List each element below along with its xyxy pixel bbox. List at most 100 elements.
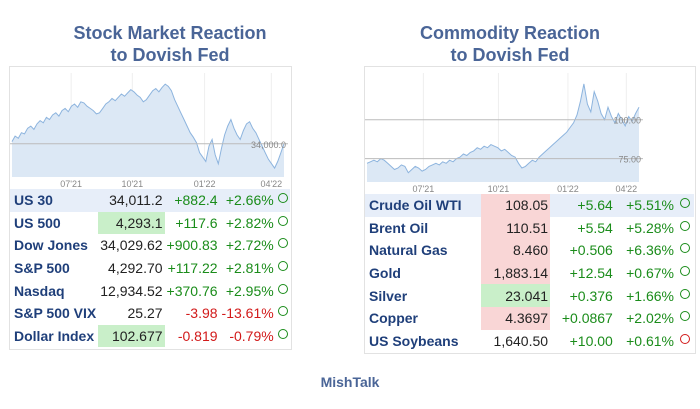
right-panel-frame <box>364 66 696 354</box>
left-title-line1: Stock Market Reaction <box>73 23 267 43</box>
quote-change: +0.0867 <box>561 310 613 327</box>
right-commodity-chart: 100.00 75.00 07'21 10'21 01'22 04'22 <box>365 73 643 194</box>
quote-change: +10.00 <box>569 332 613 349</box>
quote-name[interactable]: Silver <box>369 287 408 304</box>
quote-name[interactable]: Crude Oil WTI <box>369 197 462 214</box>
quote-last: 8.460 <box>481 239 551 262</box>
table-row-copper[interactable]: Copper 4.3697 +0.0867 +2.02% <box>365 306 694 330</box>
quote-name[interactable]: Nasdaq <box>14 282 65 299</box>
quote-name[interactable]: US 500 <box>14 214 61 231</box>
quote-percent: +0.61% <box>626 332 674 349</box>
table-row-crude-oil-wti[interactable]: Crude Oil WTI 108.05 +5.64 +5.51% <box>365 194 694 217</box>
quote-percent: +2.66% <box>225 192 274 209</box>
quote-change: +117.22 <box>167 260 218 277</box>
quote-percent: +2.02% <box>626 310 674 327</box>
clock-icon <box>676 307 694 330</box>
quote-change: +5.64 <box>577 197 613 214</box>
quote-change: +0.506 <box>569 242 613 259</box>
quote-name[interactable]: US 30 <box>14 192 53 209</box>
quote-last: 4,293.1 <box>98 211 165 235</box>
table-row-us-500[interactable]: US 500 4,293.1 +117.6 +2.82% <box>10 211 290 235</box>
quote-last: 1,640.50 <box>493 332 549 349</box>
quote-last: 1,883.14 <box>481 261 551 285</box>
quote-name[interactable]: US Soybeans <box>369 332 459 349</box>
series-area <box>12 84 284 177</box>
x-tick-label: 07'21 <box>60 179 82 189</box>
table-row-brent-oil[interactable]: Brent Oil 110.51 +5.54 +5.28% <box>365 216 694 240</box>
quote-name[interactable]: Dollar Index <box>14 327 95 344</box>
quote-name[interactable]: Copper <box>369 310 418 327</box>
left-quotes-table: US 30 34,011.2 +882.4 +2.66% US 500 4,29… <box>10 189 290 348</box>
quote-last: 108.05 <box>481 194 551 217</box>
quote-name[interactable]: S&P 500 <box>14 260 70 277</box>
clock-icon <box>676 262 694 285</box>
table-row-nasdaq[interactable]: Nasdaq 12,934.52 +370.76 +2.95% <box>10 279 290 302</box>
quote-last: 25.27 <box>127 305 163 322</box>
right-title-line2: to Dovish Fed <box>450 45 570 65</box>
x-tick-label: 07'21 <box>413 184 435 194</box>
clock-icon <box>276 279 290 302</box>
x-tick-label: 01'22 <box>557 184 579 194</box>
clock-icon <box>276 189 290 212</box>
y-tick-label: 34,000.0 <box>251 140 286 150</box>
quote-percent: +2.82% <box>225 214 274 231</box>
left-panel-frame <box>9 66 292 350</box>
table-row-gold[interactable]: Gold 1,883.14 +12.54 +0.67% <box>365 261 694 285</box>
quote-change: -3.98 <box>185 305 218 322</box>
quote-change: +900.83 <box>166 237 218 254</box>
clock-icon <box>276 302 290 325</box>
table-row-natural-gas[interactable]: Natural Gas 8.460 +0.506 +6.36% <box>365 239 694 262</box>
left-panel-title: Stock Market Reaction to Dovish Fed <box>40 22 300 66</box>
clock-icon <box>676 194 694 217</box>
quote-change: +12.54 <box>569 265 613 282</box>
quote-last: 102.677 <box>98 324 165 348</box>
clock-icon <box>276 325 290 348</box>
x-tick-label: 04'22 <box>260 179 282 189</box>
quote-percent: +1.66% <box>626 287 674 304</box>
table-row-sp-500[interactable]: S&P 500 4,292.70 +117.22 +2.81% <box>10 257 290 280</box>
x-tick-label: 01'22 <box>194 179 216 189</box>
quote-change: +117.6 <box>175 214 218 231</box>
quote-last: 23.041 <box>481 284 551 307</box>
table-row-us-soybeans[interactable]: US Soybeans 1,640.50 +10.00 +0.61% <box>365 330 694 353</box>
clock-icon <box>276 212 290 235</box>
quote-name[interactable]: Natural Gas <box>369 242 448 259</box>
quote-percent: +2.72% <box>225 237 274 254</box>
y-tick-label: 100.00 <box>613 116 641 126</box>
table-row-us-30[interactable]: US 30 34,011.2 +882.4 +2.66% <box>10 189 290 212</box>
right-title-line1: Commodity Reaction <box>419 23 601 43</box>
quote-percent: +6.36% <box>626 242 674 259</box>
quote-last: 12,934.52 <box>100 282 163 299</box>
table-row-silver[interactable]: Silver 23.041 +0.376 +1.66% <box>365 284 694 307</box>
quote-percent: -0.79% <box>229 327 274 344</box>
quote-percent: +5.51% <box>626 197 674 214</box>
quote-name[interactable]: Dow Jones <box>14 237 88 254</box>
quote-percent: +2.81% <box>225 260 274 277</box>
left-stock-chart: 34,000.0 07'21 10'21 01'22 04'22 <box>10 73 288 189</box>
quote-percent: +2.95% <box>225 282 274 299</box>
quote-name[interactable]: S&P 500 VIX <box>14 305 97 322</box>
footer-brand: MishTalk <box>320 374 380 390</box>
quote-last: 4.3697 <box>481 306 551 330</box>
series-area <box>367 83 639 182</box>
quote-change: +370.76 <box>166 282 218 299</box>
clock-icon <box>676 217 694 240</box>
quote-percent: +0.67% <box>626 265 674 282</box>
table-row-sp-500-vix[interactable]: S&P 500 VIX 25.27 -3.98 -13.61% <box>10 302 290 325</box>
table-row-dollar-index[interactable]: Dollar Index 102.677 -0.819 -0.79% <box>10 324 290 348</box>
x-tick-label: 10'21 <box>488 184 510 194</box>
quote-last: 110.51 <box>481 216 551 240</box>
clock-icon <box>676 330 694 353</box>
clock-icon <box>676 239 694 262</box>
y-tick-label: 75.00 <box>618 155 641 165</box>
clock-icon <box>276 234 290 257</box>
clock-icon <box>276 257 290 280</box>
quote-change: +5.54 <box>577 219 613 236</box>
series-line <box>11 83 285 170</box>
quote-name[interactable]: Brent Oil <box>369 219 429 236</box>
table-row-dow-jones[interactable]: Dow Jones 34,029.62 +900.83 +2.72% <box>10 234 290 257</box>
quote-name[interactable]: Gold <box>369 265 401 282</box>
series-line <box>366 83 640 174</box>
x-tick-label: 04'22 <box>615 184 637 194</box>
quote-change: -0.819 <box>177 327 218 344</box>
